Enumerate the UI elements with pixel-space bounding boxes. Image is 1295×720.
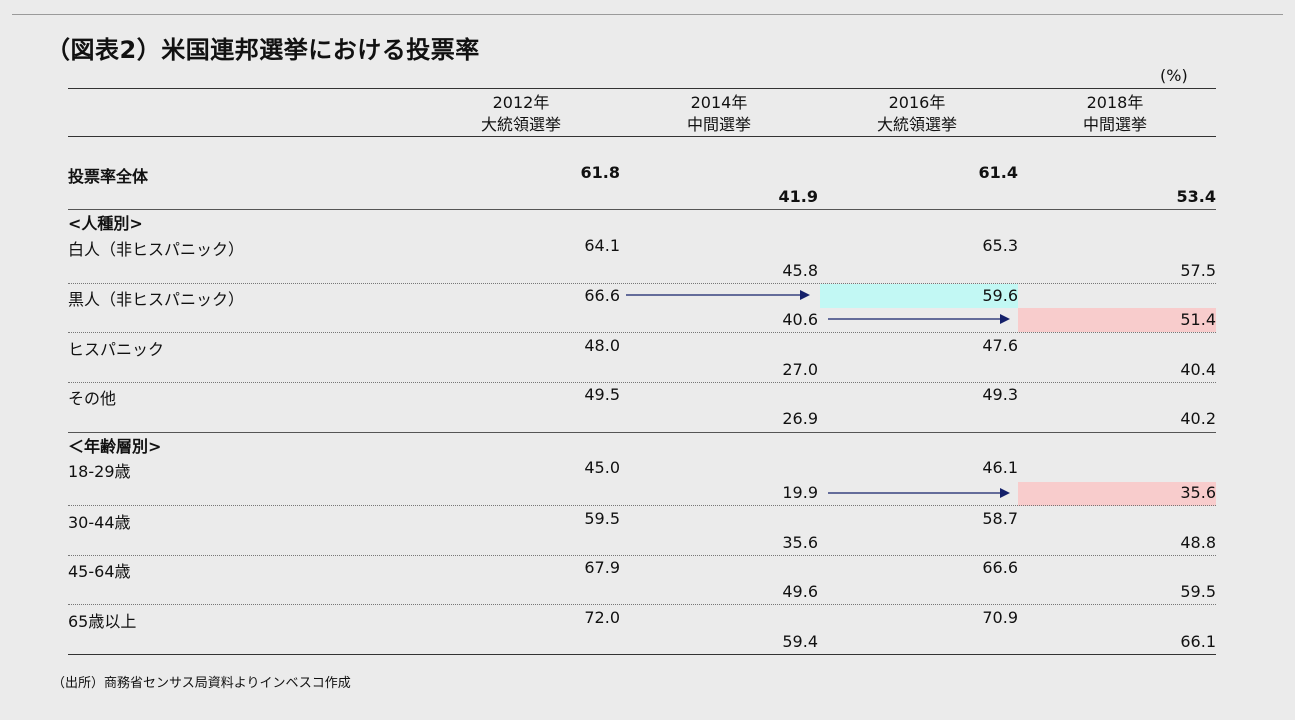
overall-2016: 61.4 xyxy=(978,163,1018,182)
row-label-hispanic: ヒスパニック xyxy=(68,340,165,359)
cell-hispanic-2012: 48.0 xyxy=(584,336,620,355)
overall-2018: 53.4 xyxy=(1176,187,1216,206)
row-divider xyxy=(68,505,1216,506)
row-label-45-64: 45-64歳 xyxy=(68,562,131,581)
row-label-other: その他 xyxy=(68,389,117,408)
cell-black-2018: 51.4 xyxy=(1180,310,1216,329)
page-title: （図表2）米国連邦選挙における投票率 xyxy=(46,36,480,64)
highlight-young-2018 xyxy=(1018,482,1216,506)
row-label-30-44: 30-44歳 xyxy=(68,513,131,532)
row-divider xyxy=(68,555,1216,556)
row-label-black: 黒人（非ヒスパニック） xyxy=(68,290,245,309)
cell-18-29-2016: 46.1 xyxy=(982,458,1018,477)
row-label-18-29: 18-29歳 xyxy=(68,462,131,481)
cell-hispanic-2018: 40.4 xyxy=(1180,360,1216,379)
cell-other-2014: 26.9 xyxy=(782,409,818,428)
arrow-right-icon xyxy=(828,488,1010,498)
cell-white-2012: 64.1 xyxy=(584,236,620,255)
cell-45-64-2018: 59.5 xyxy=(1180,582,1216,601)
row-divider xyxy=(68,332,1216,333)
source-note: （出所）商務省センサス局資料よりインベスコ作成 xyxy=(52,676,351,691)
cell-18-29-2012: 45.0 xyxy=(584,458,620,477)
col-year: 2014年 xyxy=(690,93,748,112)
cell-other-2016: 49.3 xyxy=(982,385,1018,404)
section-rule-race xyxy=(68,209,1216,210)
highlight-black-2016 xyxy=(820,284,1018,308)
unit-label: (%) xyxy=(1160,66,1188,85)
col-year: 2012年 xyxy=(492,93,550,112)
row-divider xyxy=(68,382,1216,383)
col-type: 中間選挙 xyxy=(686,115,751,134)
cell-other-2018: 40.2 xyxy=(1180,409,1216,428)
col-header-2012: 2012年 大統領選挙 xyxy=(436,92,606,136)
section-rule-age xyxy=(68,432,1216,433)
cell-65plus-2018: 66.1 xyxy=(1180,632,1216,651)
col-year: 2018年 xyxy=(1086,93,1144,112)
cell-hispanic-2014: 27.0 xyxy=(782,360,818,379)
cell-white-2014: 45.8 xyxy=(782,261,818,280)
cell-65plus-2016: 70.9 xyxy=(982,608,1018,627)
cell-white-2016: 65.3 xyxy=(982,236,1018,255)
cell-45-64-2012: 67.9 xyxy=(584,558,620,577)
cell-18-29-2018: 35.6 xyxy=(1180,483,1216,502)
overall-label: 投票率全体 xyxy=(68,167,149,186)
col-header-2016: 2016年 大統領選挙 xyxy=(832,92,1002,136)
header-top-rule xyxy=(68,88,1216,89)
row-label-white: 白人（非ヒスパニック） xyxy=(68,240,245,259)
section-age: ＜年齢層別> xyxy=(68,437,162,456)
cell-black-2016: 59.6 xyxy=(982,286,1018,305)
cell-black-2014: 40.6 xyxy=(782,310,818,329)
cell-18-29-2014: 19.9 xyxy=(782,483,818,502)
overall-2014: 41.9 xyxy=(778,187,818,206)
cell-30-44-2012: 59.5 xyxy=(584,509,620,528)
cell-other-2012: 49.5 xyxy=(584,385,620,404)
arrow-right-icon xyxy=(828,314,1010,324)
cell-30-44-2014: 35.6 xyxy=(782,533,818,552)
row-label-65plus: 65歳以上 xyxy=(68,612,137,631)
cell-65plus-2014: 59.4 xyxy=(782,632,818,651)
table-bottom-rule xyxy=(68,654,1216,655)
row-divider xyxy=(68,283,1216,284)
arrow-right-icon xyxy=(626,290,810,300)
highlight-black-2018 xyxy=(1018,308,1216,332)
cell-black-2012: 66.6 xyxy=(584,286,620,305)
col-header-2014: 2014年 中間選挙 xyxy=(634,92,804,136)
col-type: 大統領選挙 xyxy=(876,115,957,134)
col-type: 大統領選挙 xyxy=(480,115,561,134)
cell-45-64-2014: 49.6 xyxy=(782,582,818,601)
cell-30-44-2016: 58.7 xyxy=(982,509,1018,528)
section-race: <人種別> xyxy=(68,214,143,233)
row-divider xyxy=(68,604,1216,605)
cell-65plus-2012: 72.0 xyxy=(584,608,620,627)
cell-hispanic-2016: 47.6 xyxy=(982,336,1018,355)
col-header-2018: 2018年 中間選挙 xyxy=(1030,92,1200,136)
cell-white-2018: 57.5 xyxy=(1180,261,1216,280)
col-year: 2016年 xyxy=(888,93,946,112)
top-rule xyxy=(12,14,1283,15)
cell-45-64-2016: 66.6 xyxy=(982,558,1018,577)
overall-2012: 61.8 xyxy=(580,163,620,182)
header-bottom-rule xyxy=(68,136,1216,137)
cell-30-44-2018: 48.8 xyxy=(1180,533,1216,552)
col-type: 中間選挙 xyxy=(1082,115,1147,134)
